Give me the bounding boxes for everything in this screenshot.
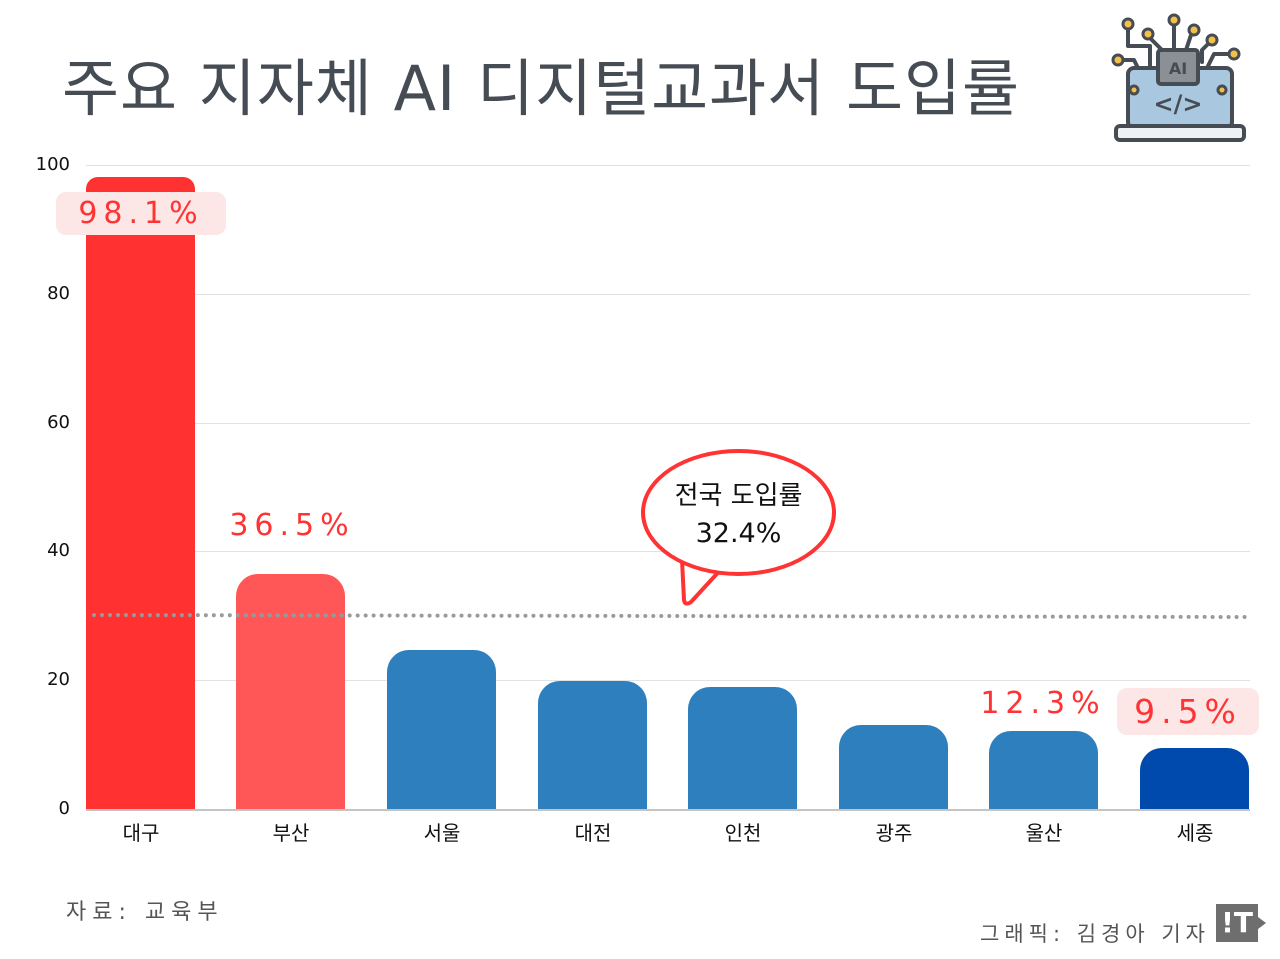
y-tick-80: 80 — [47, 283, 70, 304]
bar-gwangju — [839, 725, 948, 809]
value-label-ulsan: 12.3% — [980, 686, 1106, 721]
brand-arrow-icon — [1258, 917, 1266, 929]
brand-logo: !T — [1216, 904, 1258, 942]
bar-daejeon — [538, 681, 647, 809]
y-tick-60: 60 — [47, 412, 70, 433]
source-note: 자료: 교육부 — [66, 900, 224, 925]
callout-title: 전국 도입률 — [674, 481, 803, 511]
gridline — [86, 680, 1250, 681]
bar-incheon — [688, 687, 797, 809]
x-label-daegu: 대구 — [122, 821, 160, 845]
bar-daegu — [86, 177, 195, 809]
x-label-daejeon: 대전 — [574, 821, 612, 845]
bar-ulsan — [989, 731, 1098, 809]
svg-text:AI: AI — [1169, 59, 1187, 78]
value-label-busan: 36.5% — [229, 508, 355, 543]
gridline — [86, 423, 1250, 424]
bar-busan — [236, 574, 345, 809]
graphic-credit: 그래픽: 김경아 기자 — [980, 922, 1210, 946]
chart-title: 주요 지자체 AI 디지털교과서 도입률 — [62, 52, 1021, 125]
y-tick-0: 0 — [58, 798, 70, 819]
gridline — [86, 294, 1250, 295]
value-label-sejong: 9.5% — [1117, 688, 1259, 735]
y-tick-20: 20 — [47, 669, 70, 690]
x-label-incheon: 인천 — [724, 821, 762, 845]
x-axis-line — [86, 809, 1250, 811]
national-average-callout: 전국 도입률 32.4% — [641, 449, 836, 576]
x-label-gwangju: 광주 — [875, 821, 913, 845]
y-tick-100: 100 — [35, 154, 70, 175]
callout-value: 32.4% — [695, 518, 782, 549]
x-label-seoul: 서울 — [423, 821, 461, 845]
gridline — [86, 165, 1250, 166]
ai-laptop-icon: AI </> — [1111, 13, 1246, 142]
x-label-busan: 부산 — [272, 821, 310, 845]
x-label-sejong: 세종 — [1176, 821, 1214, 845]
bar-seoul — [387, 650, 496, 809]
bar-sejong — [1140, 748, 1249, 809]
x-label-ulsan: 울산 — [1025, 821, 1063, 845]
svg-text:</>: </> — [1154, 90, 1203, 118]
y-tick-40: 40 — [47, 540, 70, 561]
value-label-daegu: 98.1% — [56, 192, 226, 235]
